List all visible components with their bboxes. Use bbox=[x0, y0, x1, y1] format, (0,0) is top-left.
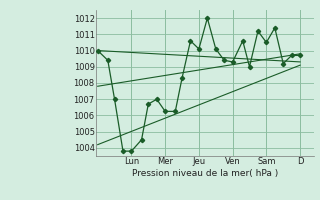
X-axis label: Pression niveau de la mer( hPa ): Pression niveau de la mer( hPa ) bbox=[132, 169, 278, 178]
